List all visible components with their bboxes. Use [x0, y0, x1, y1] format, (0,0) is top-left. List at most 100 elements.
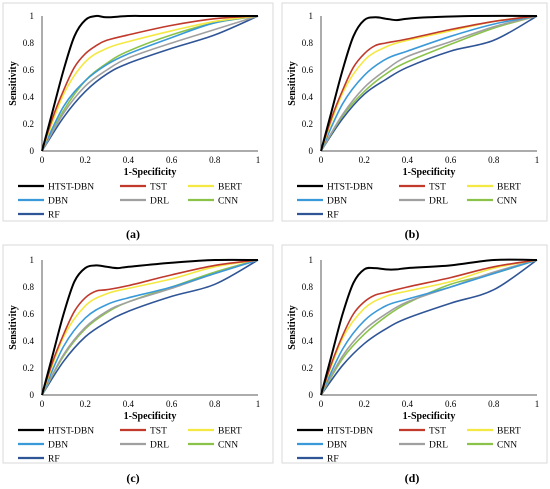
legend-label: DBN — [48, 197, 68, 207]
series-line-cnn — [320, 15, 538, 152]
y-axis-label: Sensitivity — [287, 61, 298, 105]
y-tick-label: 0.2 — [302, 363, 313, 373]
series-line-rf — [41, 15, 259, 152]
y-axis-label: Sensitivity — [287, 305, 298, 349]
panel-caption: (d) — [405, 471, 420, 485]
roc-panel: 0 0.2 0.4 0.6 0.8 1 0 0.2 0.4 0.6 0.8 1 1-Specificit… — [281, 2, 548, 222]
legend-label: RF — [327, 455, 339, 465]
y-tick-label: 0.6 — [23, 309, 35, 319]
y-tick-label: 0.6 — [302, 309, 314, 319]
y-tick-label: 0.4 — [302, 92, 314, 102]
panel-frame — [2, 2, 274, 222]
y-tick-label: 0.8 — [23, 38, 35, 48]
series-line-drl — [41, 15, 259, 152]
x-tick-label: 0.6 — [445, 399, 457, 409]
legend-label: RF — [48, 455, 60, 465]
y-axis-label: Sensitivity — [8, 61, 19, 105]
legend-label: TST — [429, 183, 446, 193]
y-tick-label: 0 — [30, 146, 35, 156]
x-tick-label: 0.6 — [166, 399, 178, 409]
x-tick-label: 1 — [256, 399, 261, 409]
legend-label: TST — [150, 427, 167, 437]
y-tick-label: 0 — [309, 146, 314, 156]
series-line-tst — [320, 259, 538, 396]
y-tick-label: 0.2 — [302, 119, 313, 129]
x-tick-label: 0.8 — [488, 155, 500, 165]
y-tick-label: 0.8 — [302, 282, 314, 292]
x-axis-label: 1-Specificity — [124, 167, 177, 178]
series-line-htst-dbn — [41, 258, 259, 396]
x-axis-label: 1-Specificity — [124, 411, 177, 422]
series-line-tst — [41, 259, 259, 396]
y-tick-label: 0 — [309, 390, 314, 400]
y-tick-label: 0.4 — [23, 336, 35, 346]
series-line-tst — [320, 15, 538, 152]
legend-label: BERT — [218, 183, 242, 193]
y-tick-label: 1 — [309, 255, 314, 265]
legend-label: DBN — [327, 197, 347, 207]
series-line-cnn — [320, 259, 538, 396]
y-tick-label: 0 — [30, 390, 35, 400]
y-tick-label: 1 — [309, 11, 314, 21]
series-line-htst-dbn — [320, 14, 538, 152]
y-tick-label: 0.6 — [23, 65, 35, 75]
legend-label: DBN — [327, 441, 347, 451]
legend-label: DRL — [150, 441, 169, 451]
legend-label: CNN — [497, 441, 517, 451]
legend-label: DRL — [429, 441, 448, 451]
y-tick-label: 0.4 — [23, 92, 35, 102]
legend-label: CNN — [218, 197, 238, 207]
x-tick-label: 1 — [256, 155, 261, 165]
roc-panel: 0 0.2 0.4 0.6 0.8 1 0 0.2 0.4 0.6 0.8 1 1-Specificit… — [281, 244, 548, 465]
series-line-drl — [320, 15, 538, 152]
series-line-htst-dbn — [320, 258, 538, 396]
series-line-dbn — [41, 259, 259, 396]
legend-label: HTST-DBN — [48, 183, 94, 193]
y-tick-label: 1 — [30, 11, 35, 21]
y-tick-label: 0.6 — [302, 65, 314, 75]
y-tick-label: 1 — [30, 255, 35, 265]
series-line-rf — [320, 259, 538, 396]
series-line-bert — [41, 15, 259, 152]
x-tick-label: 0.4 — [123, 155, 135, 165]
panel-frame — [281, 2, 548, 222]
x-tick-label: 0.6 — [166, 155, 178, 165]
legend-label: TST — [150, 183, 167, 193]
x-tick-label: 0.6 — [445, 155, 457, 165]
series-line-dbn — [320, 259, 538, 396]
x-tick-label: 0 — [319, 399, 324, 409]
series-line-rf — [320, 15, 538, 152]
y-axis-label: Sensitivity — [8, 305, 19, 349]
series-line-tst — [41, 15, 259, 152]
series-line-bert — [320, 259, 538, 396]
series-line-drl — [320, 259, 538, 396]
series-line-dbn — [320, 15, 538, 152]
x-axis-label: 1-Specificity — [403, 167, 456, 178]
panel-caption: (a) — [126, 227, 140, 241]
roc-panel: 0 0.2 0.4 0.6 0.8 1 0 0.2 0.4 0.6 0.8 1 1-Specificit… — [2, 2, 274, 222]
x-axis-label: 1-Specificity — [403, 411, 456, 422]
panel-caption: (b) — [405, 227, 420, 241]
x-tick-label: 1 — [535, 399, 540, 409]
series-line-htst-dbn — [41, 14, 258, 152]
legend-label: BERT — [497, 183, 521, 193]
x-tick-label: 0 — [319, 155, 324, 165]
x-tick-label: 0.4 — [402, 155, 414, 165]
legend-label: BERT — [497, 427, 521, 437]
legend-label: HTST-DBN — [327, 183, 373, 193]
x-tick-label: 0.2 — [80, 399, 91, 409]
x-tick-label: 0 — [40, 399, 45, 409]
legend-label: DRL — [429, 197, 448, 207]
panel-frame — [2, 244, 274, 464]
x-tick-label: 0.8 — [209, 155, 221, 165]
y-tick-label: 0.2 — [23, 363, 34, 373]
y-tick-label: 0.4 — [302, 336, 314, 346]
x-tick-label: 0.2 — [80, 155, 91, 165]
y-tick-label: 0.8 — [23, 282, 35, 292]
legend-label: HTST-DBN — [327, 427, 373, 437]
x-tick-label: 0.4 — [123, 399, 135, 409]
x-tick-label: 0.2 — [359, 399, 370, 409]
legend-label: DRL — [150, 197, 169, 207]
x-tick-label: 0 — [40, 155, 45, 165]
